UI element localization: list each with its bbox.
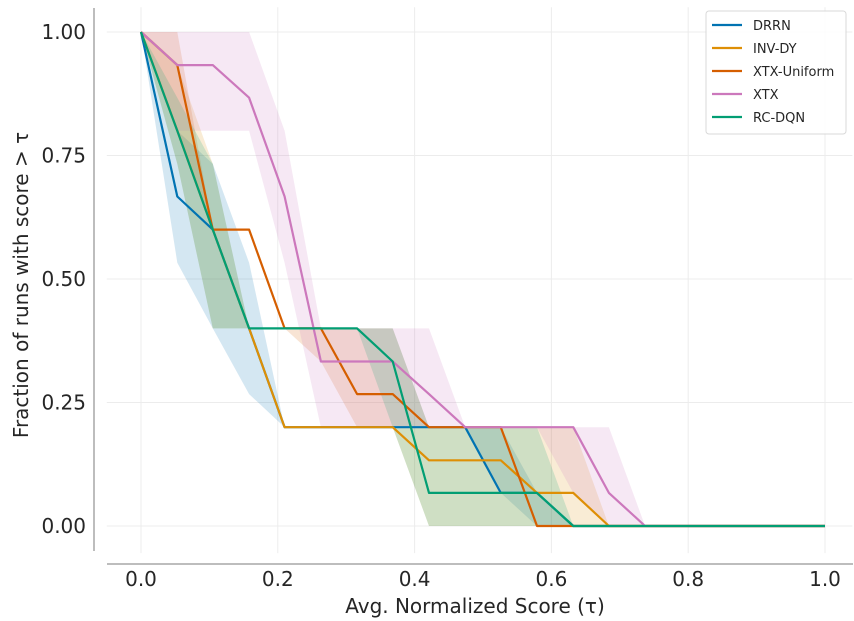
legend-label-0: DRRN <box>753 19 791 34</box>
legend-label-3: XTX <box>753 88 779 103</box>
y-tick-label-3: 0.75 <box>41 144 86 168</box>
x-tick-label-3: 0.6 <box>535 567 567 591</box>
x-tick-label-4: 0.8 <box>672 567 704 591</box>
y-tick-label-0: 0.00 <box>41 514 86 538</box>
legend-label-4: RC-DQN <box>753 111 805 126</box>
x-tick-label-1: 0.2 <box>262 567 294 591</box>
x-axis-label: Avg. Normalized Score (τ) <box>345 594 605 618</box>
y-axis-ticks: 0.00 0.25 0.50 0.75 1.00 <box>41 20 86 538</box>
legend-label-1: INV-DY <box>753 42 797 57</box>
legend-label-2: XTX-Uniform <box>753 65 834 80</box>
x-tick-label-2: 0.4 <box>399 567 431 591</box>
series-lines <box>139 31 825 528</box>
line-series-4 <box>139 31 825 528</box>
band-series-3 <box>141 32 825 526</box>
line-series-3 <box>140 31 825 528</box>
y-tick-label-2: 0.50 <box>41 267 86 291</box>
legend: DRRN INV-DY XTX-Uniform XTX RC-DQN <box>705 10 847 135</box>
y-axis-label: Fraction of runs with score > τ <box>9 132 33 438</box>
x-tick-label-5: 1.0 <box>809 567 841 591</box>
x-axis-ticks: 0.0 0.2 0.4 0.6 0.8 1.0 <box>125 567 841 591</box>
legend-box <box>705 10 847 135</box>
y-tick-label-4: 1.00 <box>41 20 86 44</box>
x-tick-label-0: 0.0 <box>125 567 157 591</box>
y-tick-label-1: 0.25 <box>41 391 86 415</box>
axes <box>93 8 853 565</box>
